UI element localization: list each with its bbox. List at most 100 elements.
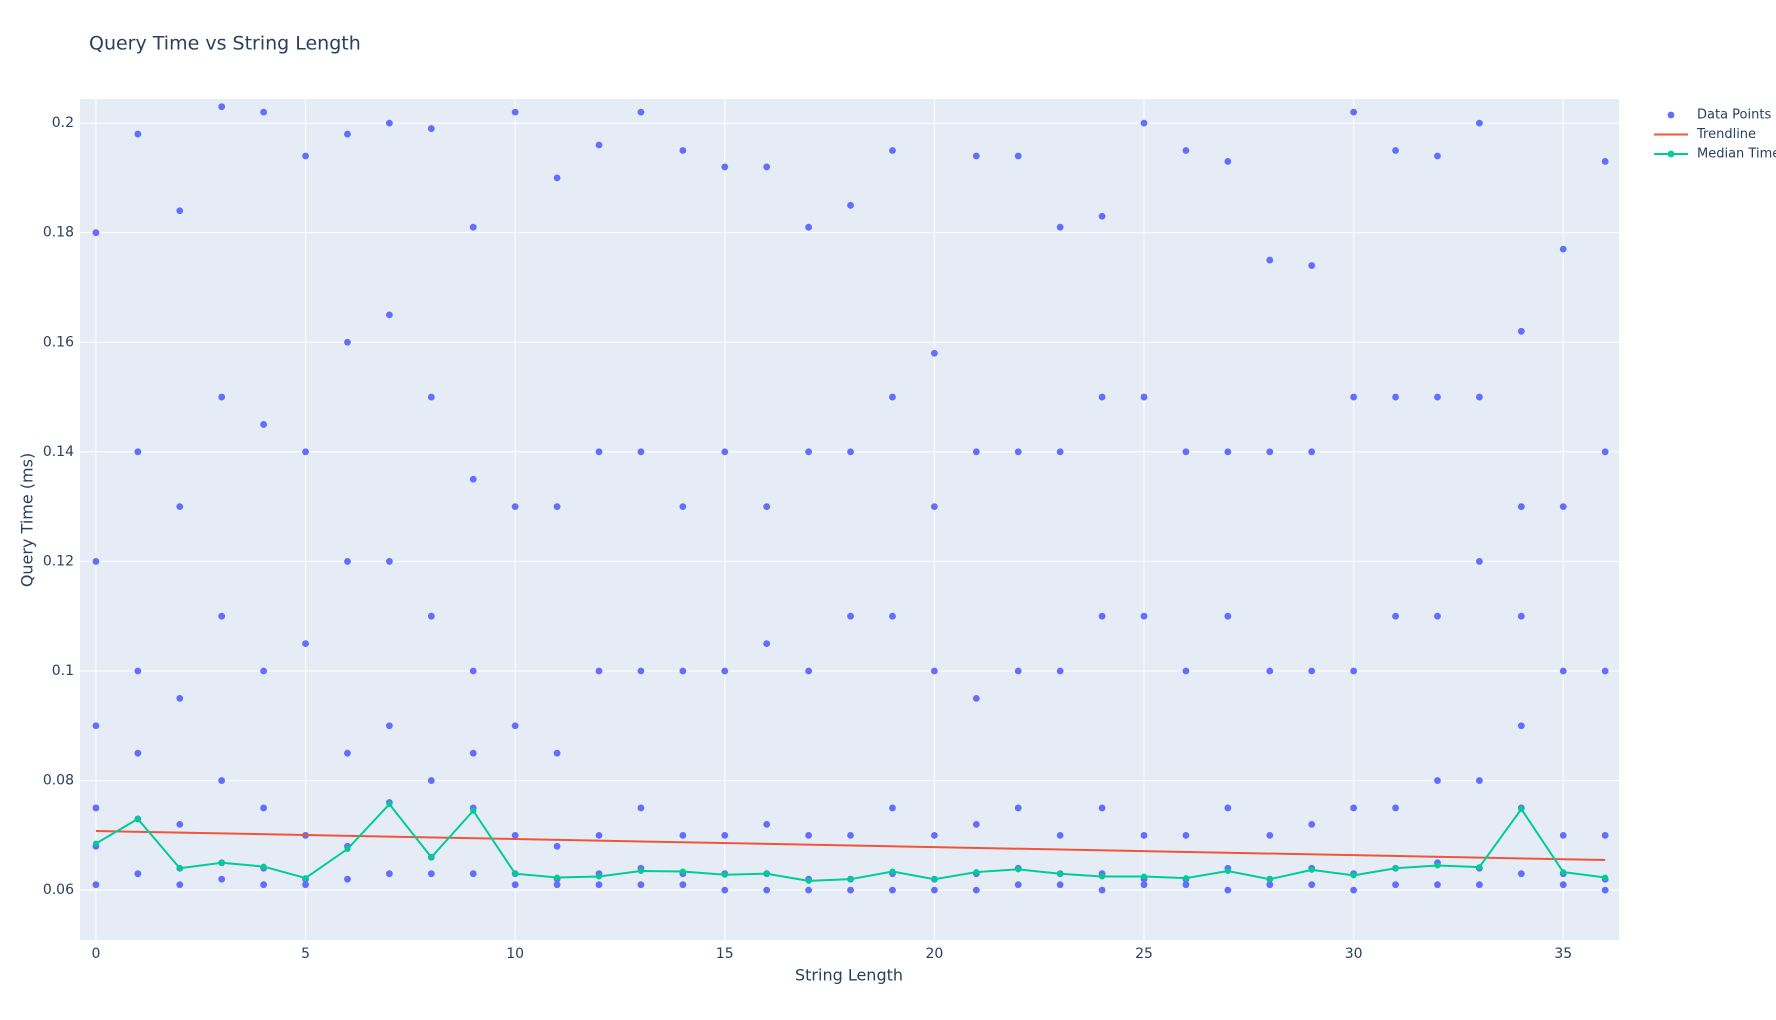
data-point bbox=[385, 311, 393, 319]
y-axis-label: Query Time (ms) bbox=[18, 453, 37, 587]
data-point bbox=[134, 448, 142, 456]
data-point bbox=[595, 141, 603, 149]
data-point bbox=[1350, 872, 1357, 879]
data-point bbox=[302, 448, 309, 456]
data-point bbox=[302, 875, 309, 882]
data-point bbox=[930, 503, 938, 511]
data-point bbox=[1560, 869, 1567, 876]
legend-label: Trendline bbox=[1696, 127, 1756, 142]
data-point bbox=[1475, 393, 1483, 401]
data-point bbox=[889, 886, 896, 894]
data-point bbox=[1434, 881, 1441, 889]
data-point bbox=[1266, 876, 1273, 883]
x-tick-label: 30 bbox=[1345, 946, 1363, 962]
data-point bbox=[1224, 886, 1232, 894]
data-point bbox=[553, 842, 561, 850]
data-point bbox=[1266, 448, 1274, 456]
x-tick-label: 0 bbox=[91, 946, 100, 962]
data-point bbox=[92, 722, 100, 730]
data-point bbox=[344, 875, 351, 883]
data-point bbox=[1601, 667, 1609, 675]
data-point bbox=[931, 876, 938, 883]
data-point bbox=[637, 881, 645, 889]
data-point bbox=[553, 503, 561, 511]
legend-swatch-marker bbox=[1667, 111, 1675, 119]
data-point bbox=[1559, 503, 1567, 511]
data-point bbox=[1266, 256, 1274, 264]
data-point bbox=[889, 393, 896, 401]
data-point bbox=[1601, 886, 1609, 894]
data-point bbox=[1475, 881, 1483, 889]
data-point bbox=[1014, 667, 1022, 675]
data-point bbox=[1182, 881, 1190, 889]
x-tick-label: 20 bbox=[925, 946, 943, 962]
data-point bbox=[1517, 612, 1525, 620]
data-point bbox=[763, 640, 771, 647]
x-tick-label: 15 bbox=[716, 946, 734, 962]
data-point bbox=[1098, 612, 1106, 620]
data-point bbox=[1476, 864, 1483, 871]
data-point bbox=[1141, 873, 1148, 880]
data-point bbox=[427, 777, 435, 784]
data-point bbox=[1350, 393, 1358, 401]
data-point bbox=[1182, 667, 1190, 675]
data-point bbox=[1057, 870, 1064, 877]
data-point bbox=[889, 147, 896, 154]
data-point bbox=[1014, 881, 1022, 889]
y-tick-label: 0.14 bbox=[43, 444, 74, 460]
marks bbox=[92, 103, 1609, 894]
data-point bbox=[1182, 831, 1190, 839]
y-tick-label: 0.16 bbox=[43, 334, 74, 350]
data-point bbox=[302, 881, 309, 889]
data-point bbox=[679, 667, 687, 675]
data-point bbox=[260, 881, 268, 889]
data-point bbox=[930, 667, 938, 675]
data-point bbox=[1266, 667, 1274, 675]
data-point bbox=[1517, 722, 1525, 730]
x-tick-label: 25 bbox=[1135, 946, 1153, 962]
data-point bbox=[1308, 262, 1316, 269]
data-point bbox=[637, 667, 645, 675]
data-point bbox=[511, 881, 519, 889]
data-point bbox=[1517, 327, 1525, 335]
data-point bbox=[972, 152, 980, 160]
data-point bbox=[679, 881, 687, 889]
data-point bbox=[218, 393, 226, 401]
data-point bbox=[805, 877, 812, 884]
data-point bbox=[930, 349, 938, 357]
data-point bbox=[889, 612, 896, 620]
data-point bbox=[1056, 223, 1064, 231]
data-point bbox=[553, 881, 561, 889]
legend-label: Data Points bbox=[1697, 108, 1771, 123]
data-point bbox=[1224, 612, 1232, 620]
data-point bbox=[1475, 777, 1483, 784]
legend-swatch-marker bbox=[1667, 150, 1675, 158]
y-tick-label: 0.1 bbox=[52, 663, 74, 679]
y-tick-label: 0.12 bbox=[43, 553, 74, 569]
data-point bbox=[176, 207, 184, 215]
data-point bbox=[595, 667, 603, 675]
data-point bbox=[134, 130, 142, 138]
data-point bbox=[427, 393, 435, 401]
data-point bbox=[679, 831, 687, 839]
data-point bbox=[1056, 667, 1064, 675]
data-point bbox=[1392, 147, 1399, 154]
data-point bbox=[847, 876, 854, 883]
data-point bbox=[1350, 108, 1358, 116]
data-point bbox=[218, 612, 226, 620]
data-point bbox=[1392, 612, 1399, 620]
data-point bbox=[176, 503, 184, 511]
data-point bbox=[1308, 667, 1316, 675]
data-point bbox=[1392, 881, 1399, 889]
data-point bbox=[218, 103, 226, 111]
series-line bbox=[95, 829, 1606, 862]
data-point bbox=[1350, 886, 1358, 894]
data-point bbox=[427, 612, 435, 620]
data-point bbox=[176, 694, 184, 702]
data-point bbox=[1224, 804, 1232, 812]
data-point bbox=[260, 421, 268, 428]
data-point bbox=[1224, 867, 1231, 874]
data-point bbox=[134, 667, 142, 675]
data-point bbox=[1140, 831, 1148, 839]
data-point bbox=[1224, 158, 1232, 165]
